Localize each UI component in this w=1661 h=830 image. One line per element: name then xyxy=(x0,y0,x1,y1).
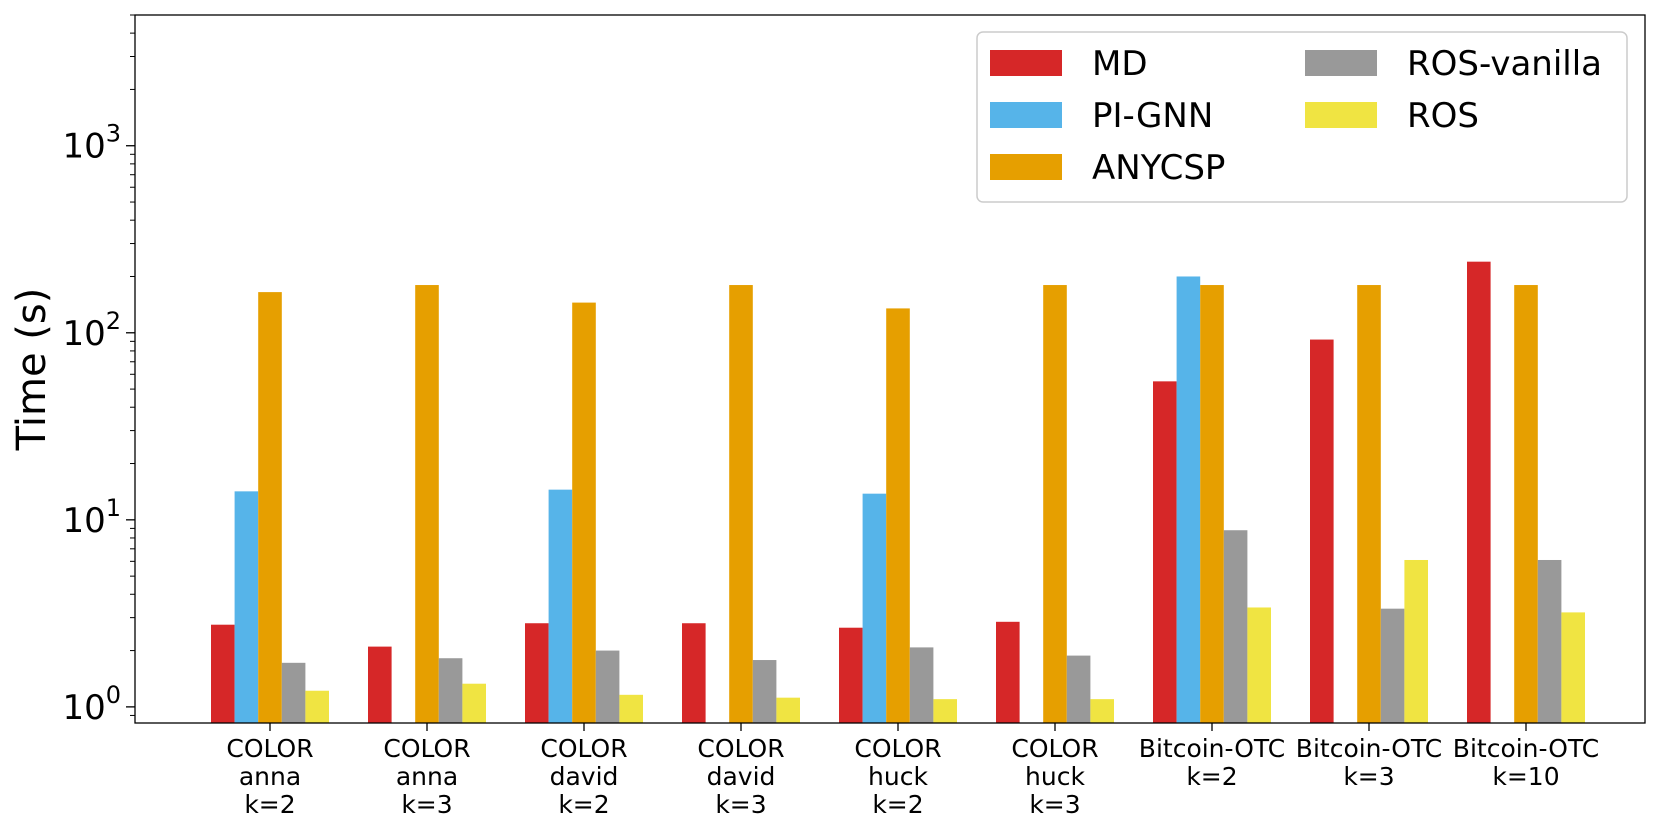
bar-anycsp-2 xyxy=(572,302,596,723)
legend-swatch-anycsp xyxy=(990,154,1062,180)
bar-ros-vanilla-6 xyxy=(1223,530,1248,723)
bar-md-8 xyxy=(1467,261,1491,723)
x-tick-label: david xyxy=(707,762,776,791)
legend-label-anycsp: ANYCSP xyxy=(1092,148,1225,188)
x-tick-label: COLOR xyxy=(540,734,627,763)
bar-pi-gnn-4 xyxy=(862,493,887,723)
bar-anycsp-5 xyxy=(1043,285,1067,723)
bar-ros-vanilla-7 xyxy=(1380,608,1405,723)
x-tick-label: k=3 xyxy=(1029,790,1080,819)
bar-ros-0 xyxy=(305,690,329,723)
bar-anycsp-1 xyxy=(415,285,439,723)
bar-anycsp-4 xyxy=(886,308,910,723)
legend-swatch-ros-vanilla xyxy=(1305,50,1377,76)
x-tick-label: COLOR xyxy=(1011,734,1098,763)
legend: MD PI-GNN ANYCSP ROS-vanilla ROS xyxy=(976,31,1628,203)
bar-ros-1 xyxy=(462,683,486,723)
bar-anycsp-0 xyxy=(258,292,282,723)
bar-ros-vanilla-1 xyxy=(438,658,463,723)
bar-ros-vanilla-4 xyxy=(909,647,934,723)
legend-box xyxy=(976,31,1628,203)
y-tick-label: 103 xyxy=(62,120,121,167)
x-tick-label: david xyxy=(550,762,619,791)
legend-label-ros: ROS xyxy=(1407,96,1479,136)
bar-md-7 xyxy=(1310,339,1334,723)
bar-ros-vanilla-0 xyxy=(281,662,306,723)
x-tick-label: Bitcoin-OTC xyxy=(1453,734,1599,763)
y-tick-label: 100 xyxy=(62,681,121,728)
x-tick-label: Bitcoin-OTC xyxy=(1296,734,1442,763)
x-tick-label: COLOR xyxy=(697,734,784,763)
x-tick-label: k=10 xyxy=(1492,762,1559,791)
legend-label-pi-gnn: PI-GNN xyxy=(1092,96,1213,136)
bar-md-6 xyxy=(1153,381,1177,723)
bar-ros-vanilla-8 xyxy=(1537,559,1562,723)
legend-swatch-pi-gnn xyxy=(990,102,1062,128)
x-tick-label: k=2 xyxy=(1186,762,1237,791)
x-tick-label: k=3 xyxy=(1343,762,1394,791)
bar-ros-4 xyxy=(933,699,957,723)
bar-anycsp-6 xyxy=(1200,285,1224,723)
bar-pi-gnn-6 xyxy=(1176,276,1201,723)
y-axis: 100 101 102 103 xyxy=(62,14,135,728)
plot-frame xyxy=(134,14,1646,724)
bar-pi-gnn-2 xyxy=(548,489,573,723)
x-tick-label: k=3 xyxy=(715,790,766,819)
x-tick-label: COLOR xyxy=(226,734,313,763)
bar-md-3 xyxy=(682,623,706,723)
bars-layer xyxy=(211,261,1585,723)
y-axis-label: Time (s) xyxy=(9,288,55,452)
x-tick-label: k=3 xyxy=(401,790,452,819)
bar-md-5 xyxy=(996,621,1020,723)
bar-ros-vanilla-3 xyxy=(752,660,777,723)
bar-md-1 xyxy=(368,646,392,723)
bar-ros-2 xyxy=(619,694,643,723)
x-tick-label: k=2 xyxy=(558,790,609,819)
x-axis: COLORannak=2COLORannak=3COLORdavidk=2COL… xyxy=(226,723,1599,819)
bar-ros-vanilla-5 xyxy=(1066,655,1091,723)
x-tick-label: Bitcoin-OTC xyxy=(1139,734,1285,763)
x-tick-label: k=2 xyxy=(872,790,923,819)
bar-anycsp-7 xyxy=(1357,285,1381,723)
bar-md-4 xyxy=(839,627,863,723)
bar-ros-3 xyxy=(776,697,800,723)
bar-anycsp-8 xyxy=(1514,285,1538,723)
x-tick-label: COLOR xyxy=(854,734,941,763)
x-tick-label: huck xyxy=(868,762,928,791)
x-tick-label: COLOR xyxy=(383,734,470,763)
bar-ros-5 xyxy=(1090,699,1114,723)
legend-label-ros-vanilla: ROS-vanilla xyxy=(1407,44,1602,84)
bar-ros-vanilla-2 xyxy=(595,650,620,723)
legend-swatch-ros xyxy=(1305,102,1377,128)
bar-md-2 xyxy=(525,623,549,723)
x-tick-label: huck xyxy=(1025,762,1085,791)
bar-md-0 xyxy=(211,624,235,723)
bar-ros-7 xyxy=(1404,559,1428,723)
bar-anycsp-3 xyxy=(729,285,753,723)
legend-swatch-md xyxy=(990,50,1062,76)
bar-pi-gnn-0 xyxy=(234,491,259,723)
x-tick-label: anna xyxy=(396,762,458,791)
legend-label-md: MD xyxy=(1092,44,1148,84)
y-tick-label: 101 xyxy=(62,494,121,541)
x-tick-label: k=2 xyxy=(244,790,295,819)
x-tick-label: anna xyxy=(239,762,301,791)
y-tick-label: 102 xyxy=(62,307,121,354)
bar-ros-8 xyxy=(1561,612,1585,723)
bar-ros-6 xyxy=(1247,607,1271,723)
